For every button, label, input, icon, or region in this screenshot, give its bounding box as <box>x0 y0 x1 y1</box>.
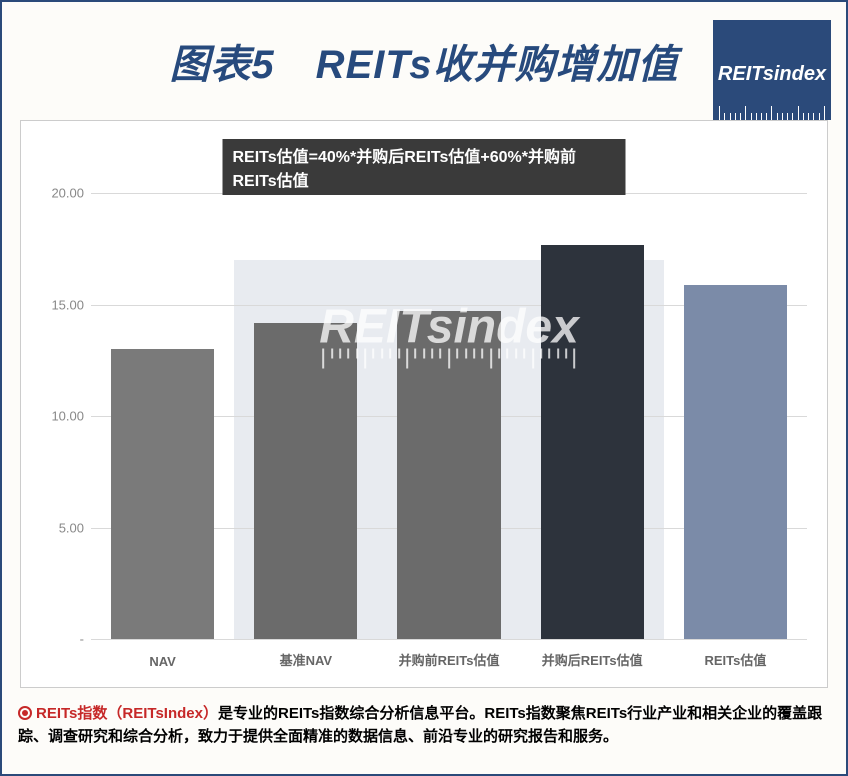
brand-logo-text: REITsindex <box>718 63 826 86</box>
y-axis-label: 5.00 <box>36 520 84 535</box>
header: 图表5 REITs收并购增加值 REITsindex <box>2 2 846 100</box>
brand-logo-ruler <box>713 102 831 120</box>
bar <box>111 349 214 639</box>
x-axis-label: REITs估值 <box>664 650 807 669</box>
chart-title: 图表5 REITs收并购增加值 <box>22 22 826 90</box>
grid-line <box>91 639 807 640</box>
bar-slot: NAV <box>91 171 234 639</box>
bar-slot: 并购前REITs估值 <box>377 171 520 639</box>
bar-slot: 基准NAV <box>234 171 377 639</box>
document-frame: 图表5 REITs收并购增加值 REITsindex REITs估值=40%*并… <box>0 0 848 776</box>
footer-brand: REITs指数 <box>36 705 107 722</box>
brand-logo: REITsindex <box>713 20 831 120</box>
x-axis-label: 并购后REITs估值 <box>521 650 664 669</box>
bar <box>254 323 357 639</box>
x-axis-label: 基准NAV <box>234 650 377 669</box>
bar-slot: 并购后REITs估值 <box>521 171 664 639</box>
y-axis-label: 10.00 <box>36 409 84 424</box>
footer-text: REITs指数（REITsIndex）是专业的REITs指数综合分析信息平台。R… <box>2 696 846 759</box>
x-axis-label: 并购前REITs估值 <box>377 650 520 669</box>
bar-slot: REITs估值 <box>664 171 807 639</box>
bar <box>397 311 500 639</box>
chart-container: REITs估值=40%*并购后REITs估值+60%*并购前REITs估值 RE… <box>20 120 828 688</box>
y-axis-label: - <box>36 632 84 647</box>
plot-area: REITsindex -5.0010.0015.0020.00NAV基准NAV并… <box>91 171 807 639</box>
bullet-icon <box>18 706 32 720</box>
bar-group: NAV基准NAV并购前REITs估值并购后REITs估值REITs估值 <box>91 171 807 639</box>
x-axis-label: NAV <box>91 654 234 669</box>
bar <box>684 285 787 639</box>
bar <box>541 245 644 639</box>
y-axis-label: 20.00 <box>36 186 84 201</box>
formula-badge: REITs估值=40%*并购后REITs估值+60%*并购前REITs估值 <box>223 139 626 195</box>
y-axis-label: 15.00 <box>36 297 84 312</box>
footer-brand-en: （REITsIndex） <box>107 705 218 722</box>
